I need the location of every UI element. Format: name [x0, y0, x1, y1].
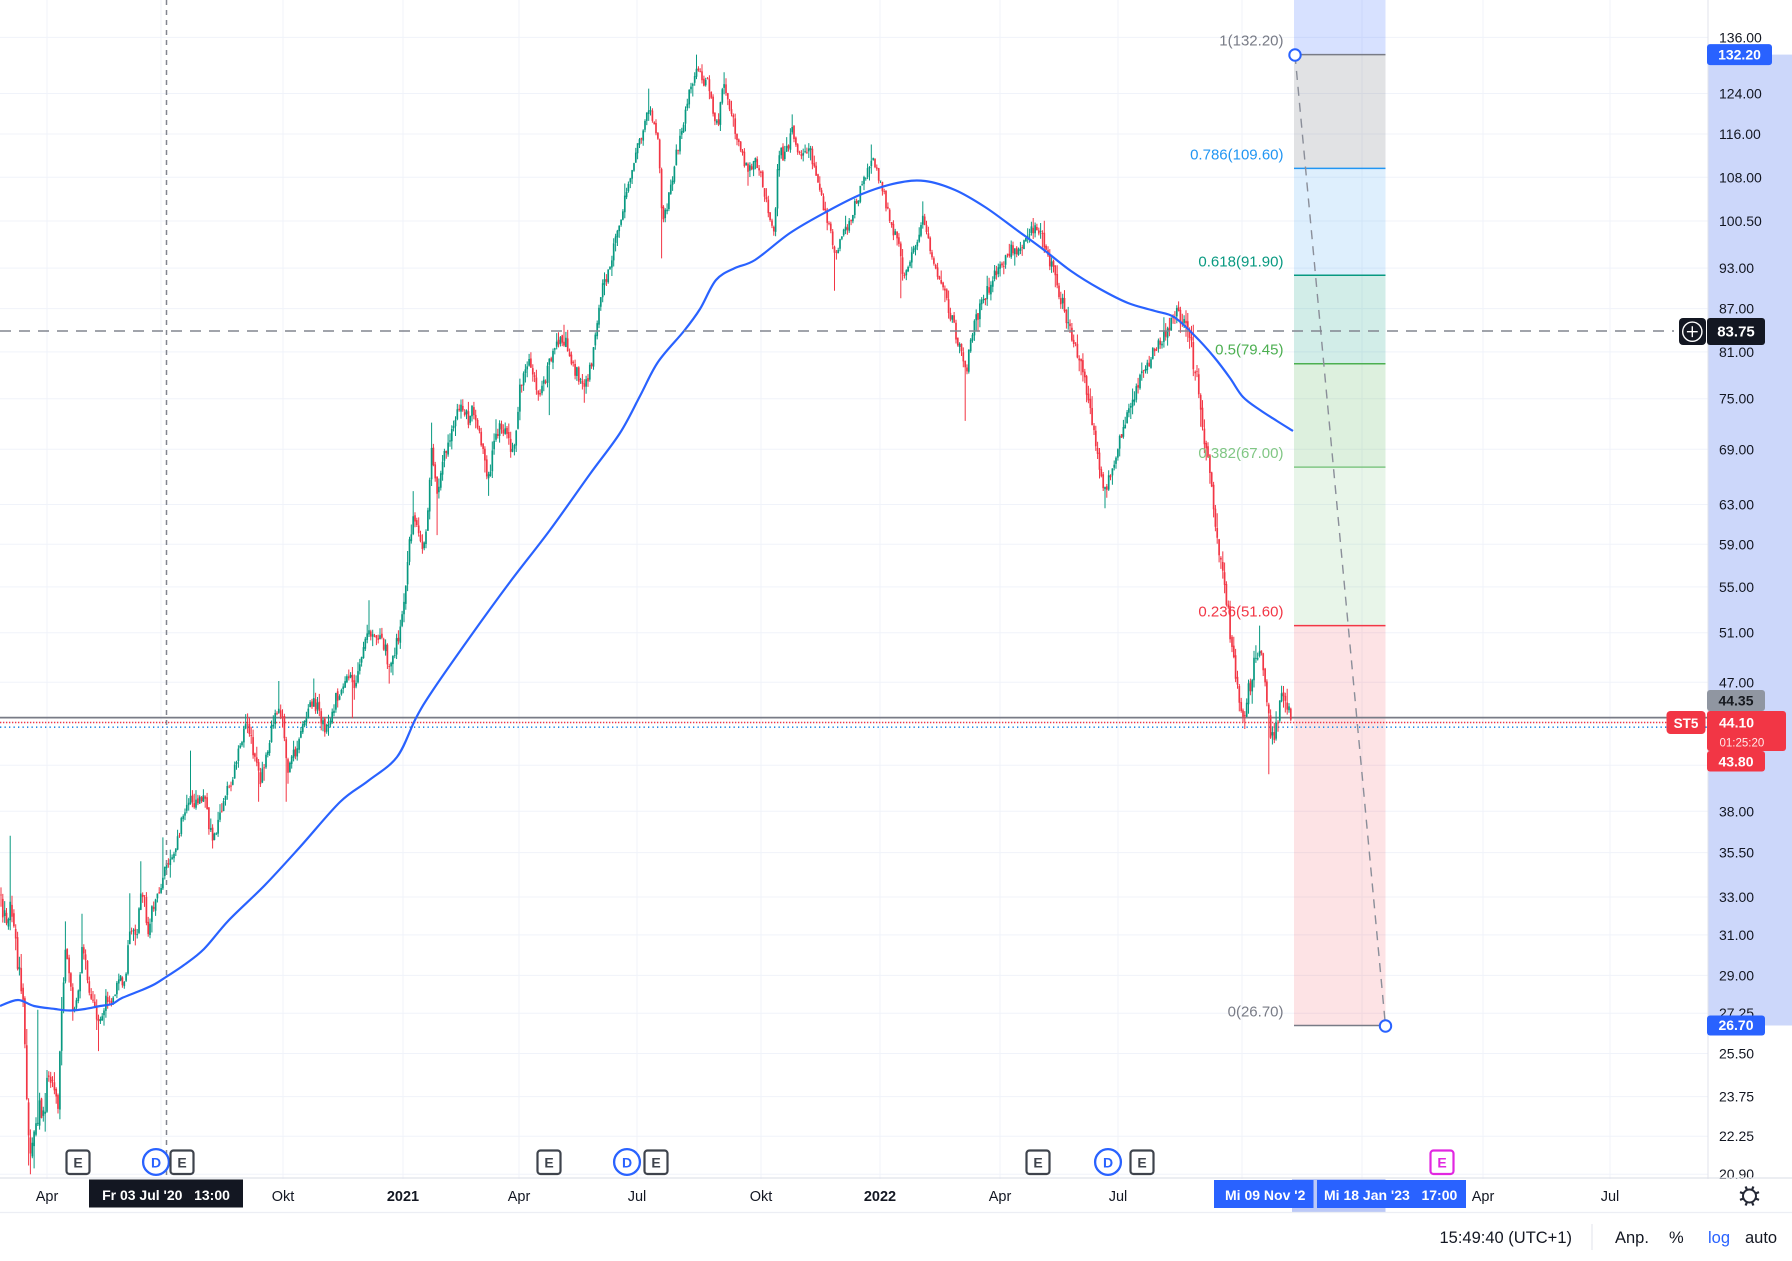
- svg-text:132.20: 132.20: [1718, 47, 1761, 63]
- svg-text:15:49:40 (UTC+1): 15:49:40 (UTC+1): [1439, 1229, 1572, 1247]
- svg-text:Mi 09 Nov '2: Mi 09 Nov '2: [1225, 1187, 1306, 1203]
- svg-text:Mi 18 Jan '23 17:00: Mi 18 Jan '23 17:00: [1324, 1187, 1458, 1203]
- svg-text:Apr: Apr: [1472, 1189, 1495, 1205]
- svg-text:D: D: [1103, 1155, 1113, 1171]
- svg-text:22.25: 22.25: [1719, 1128, 1754, 1144]
- svg-text:26.70: 26.70: [1718, 1017, 1753, 1033]
- svg-text:E: E: [1137, 1155, 1146, 1171]
- svg-text:Jul: Jul: [1601, 1189, 1620, 1205]
- svg-text:Apr: Apr: [989, 1189, 1012, 1205]
- svg-text:100.50: 100.50: [1719, 213, 1762, 229]
- svg-text:2021: 2021: [387, 1189, 419, 1205]
- svg-text:87.00: 87.00: [1719, 301, 1754, 317]
- svg-text:0.382(67.00): 0.382(67.00): [1198, 445, 1283, 462]
- svg-text:Jul: Jul: [1109, 1189, 1128, 1205]
- svg-text:E: E: [651, 1155, 660, 1171]
- svg-text:44.35: 44.35: [1718, 693, 1753, 709]
- svg-text:136.00: 136.00: [1719, 29, 1762, 45]
- svg-text:0.236(51.60): 0.236(51.60): [1198, 604, 1283, 621]
- svg-text:83.75: 83.75: [1717, 324, 1755, 341]
- svg-text:23.75: 23.75: [1719, 1089, 1754, 1105]
- svg-text:108.00: 108.00: [1719, 169, 1762, 185]
- svg-text:Apr: Apr: [508, 1189, 531, 1205]
- svg-text:0(26.70): 0(26.70): [1228, 1004, 1284, 1021]
- svg-text:33.00: 33.00: [1719, 889, 1754, 905]
- svg-text:E: E: [544, 1155, 553, 1171]
- svg-text:E: E: [1033, 1155, 1042, 1171]
- svg-text:ST5: ST5: [1674, 716, 1699, 731]
- svg-text:38.00: 38.00: [1719, 803, 1754, 819]
- svg-text:Jul: Jul: [628, 1189, 647, 1205]
- svg-text:44.10: 44.10: [1719, 715, 1754, 731]
- svg-text:E: E: [1437, 1155, 1446, 1171]
- svg-text:Okt: Okt: [272, 1189, 295, 1205]
- svg-text:0.786(109.60): 0.786(109.60): [1190, 146, 1283, 163]
- svg-text:log: log: [1708, 1229, 1730, 1247]
- svg-text:Fr 03 Jul '20 13:00: Fr 03 Jul '20 13:00: [102, 1187, 230, 1203]
- svg-text:Apr: Apr: [36, 1189, 59, 1205]
- svg-text:D: D: [151, 1155, 161, 1171]
- svg-text:25.50: 25.50: [1719, 1046, 1754, 1062]
- svg-text:69.00: 69.00: [1719, 441, 1754, 457]
- svg-text:D: D: [622, 1155, 632, 1171]
- svg-text:1(132.20): 1(132.20): [1219, 33, 1283, 50]
- svg-text:124.00: 124.00: [1719, 86, 1762, 102]
- svg-text:31.00: 31.00: [1719, 927, 1754, 943]
- svg-text:Anp.: Anp.: [1615, 1229, 1649, 1247]
- svg-text:81.00: 81.00: [1719, 344, 1754, 360]
- svg-text:2022: 2022: [864, 1189, 896, 1205]
- svg-text:63.00: 63.00: [1719, 497, 1754, 513]
- svg-text:93.00: 93.00: [1719, 260, 1754, 276]
- svg-text:auto: auto: [1745, 1229, 1777, 1247]
- svg-text:47.00: 47.00: [1719, 674, 1754, 690]
- svg-text:01:25:20: 01:25:20: [1720, 738, 1765, 750]
- svg-text:0.618(91.90): 0.618(91.90): [1198, 253, 1283, 270]
- svg-text:29.00: 29.00: [1719, 967, 1754, 983]
- svg-text:35.50: 35.50: [1719, 845, 1754, 861]
- svg-text:116.00: 116.00: [1719, 126, 1761, 142]
- svg-text:Okt: Okt: [750, 1189, 773, 1205]
- svg-text:E: E: [177, 1155, 186, 1171]
- svg-text:43.80: 43.80: [1718, 754, 1753, 770]
- svg-text:E: E: [73, 1155, 82, 1171]
- svg-text:0.5(79.45): 0.5(79.45): [1215, 342, 1283, 359]
- svg-text:55.00: 55.00: [1719, 579, 1754, 595]
- svg-text:59.00: 59.00: [1719, 536, 1754, 552]
- svg-text:75.00: 75.00: [1719, 391, 1754, 407]
- svg-text:51.00: 51.00: [1719, 625, 1754, 641]
- svg-text:%: %: [1669, 1229, 1684, 1247]
